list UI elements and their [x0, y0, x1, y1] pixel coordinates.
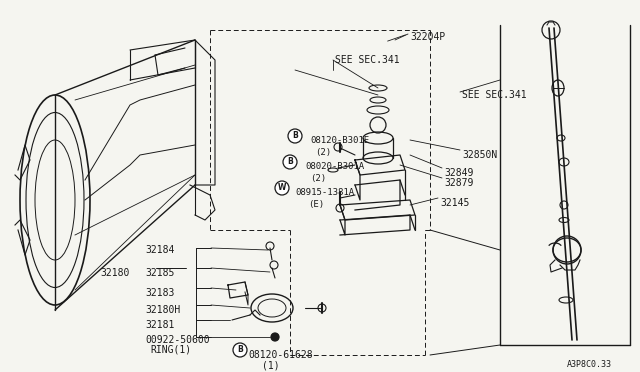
Text: 00922-50600: 00922-50600: [145, 335, 210, 345]
Text: B: B: [287, 157, 293, 167]
Text: 32180H: 32180H: [145, 305, 180, 315]
Text: SEE SEC.341: SEE SEC.341: [462, 90, 527, 100]
Text: 32145: 32145: [440, 198, 469, 208]
Text: 32850N: 32850N: [462, 150, 497, 160]
Circle shape: [283, 155, 297, 169]
Text: W: W: [278, 183, 286, 192]
Text: (2): (2): [315, 148, 331, 157]
Text: 32184: 32184: [145, 245, 174, 255]
Text: 32849: 32849: [444, 168, 474, 178]
Text: 08120-61628: 08120-61628: [248, 350, 312, 360]
Text: 32180: 32180: [100, 268, 129, 278]
Text: A3P8C0.33: A3P8C0.33: [567, 360, 612, 369]
Text: 32204P: 32204P: [410, 32, 445, 42]
Text: 32185: 32185: [145, 268, 174, 278]
Text: B: B: [292, 131, 298, 141]
Circle shape: [275, 181, 289, 195]
Text: 08020-B301A: 08020-B301A: [305, 162, 364, 171]
Circle shape: [271, 333, 279, 341]
Text: SEE SEC.341: SEE SEC.341: [335, 55, 399, 65]
Text: 08120-B301E: 08120-B301E: [310, 136, 369, 145]
Text: 32879: 32879: [444, 178, 474, 188]
Text: 08915-1381A: 08915-1381A: [295, 188, 354, 197]
Text: 32181: 32181: [145, 320, 174, 330]
Circle shape: [288, 129, 302, 143]
Text: (E): (E): [308, 200, 324, 209]
Circle shape: [233, 343, 247, 357]
Text: (1): (1): [262, 360, 280, 370]
Text: B: B: [237, 346, 243, 355]
Text: (2): (2): [310, 174, 326, 183]
Text: 32183: 32183: [145, 288, 174, 298]
Text: RING(1): RING(1): [150, 345, 191, 355]
